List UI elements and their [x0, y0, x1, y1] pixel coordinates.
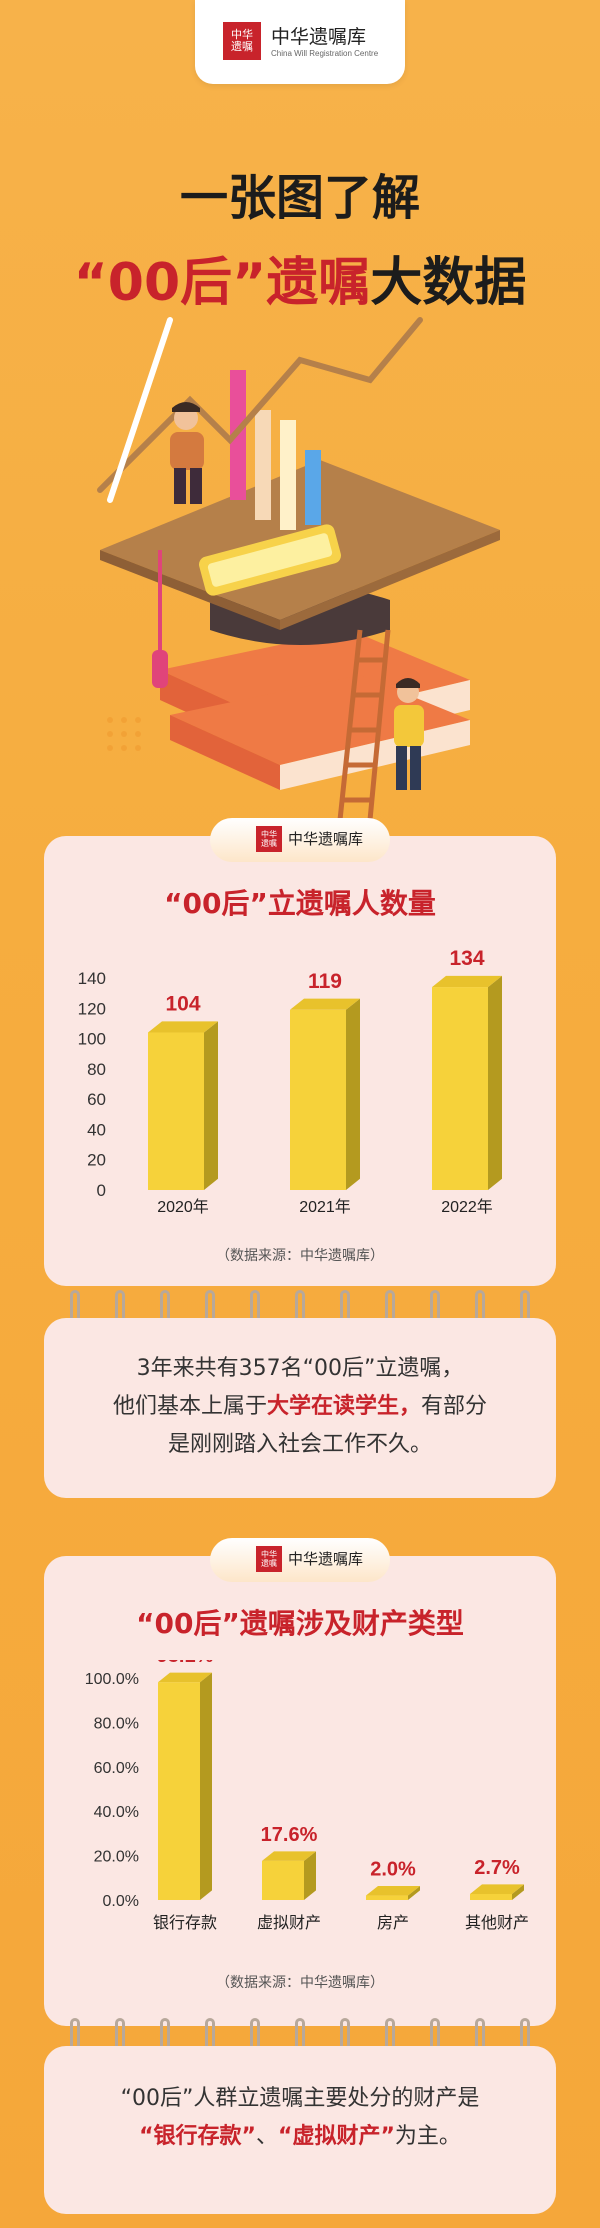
x-category-label: 2021年 — [299, 1198, 351, 1216]
bar-value-label: 2.7% — [474, 1857, 520, 1879]
note1-line2-a: 他们基本上属于 — [112, 1394, 267, 1419]
card2-brand-header: 中华 遗嘱 中华遗嘱库 — [210, 1538, 390, 1582]
note1-line2: 他们基本上属于大学在读学生，有部分 — [44, 1388, 556, 1426]
note1-highlight: 大学在读学生， — [266, 1394, 421, 1419]
card-asset-types — [44, 1556, 556, 2026]
bar — [290, 1009, 346, 1190]
card1-brand-header: 中华 遗嘱 中华遗嘱库 — [210, 818, 390, 862]
y-tick-label: 120 — [78, 999, 106, 1018]
y-tick-label: 40 — [87, 1120, 106, 1139]
bar-top — [290, 998, 360, 1010]
bar-side — [408, 1885, 420, 1900]
x-category-label: 银行存款 — [153, 1914, 217, 1932]
note2-line2-b: 为主。 — [394, 2124, 461, 2149]
y-tick-label: 60 — [87, 1090, 106, 1109]
y-tick-label: 80.0% — [94, 1715, 139, 1732]
y-tick-label: 60.0% — [94, 1760, 139, 1777]
chart2-title: “00后”遗嘱涉及财产类型 — [136, 1607, 464, 1640]
bar-side — [488, 975, 502, 1190]
chart2-source: （数据来源：中华遗嘱库） — [216, 1975, 384, 1991]
chart1-title: “00后”立遗嘱人数量 — [164, 887, 436, 920]
headline-bigdata: 大数据 — [370, 253, 527, 313]
x-category-label: 虚拟财产 — [257, 1914, 321, 1932]
bar — [470, 1894, 512, 1900]
note2-highlight-bank: “银行存款” — [139, 2124, 256, 2149]
headline-00hou: “00后” — [73, 253, 267, 313]
y-tick-label: 100.0% — [85, 1671, 139, 1688]
ladder — [337, 629, 391, 820]
bar-side — [512, 1884, 524, 1900]
bar-side — [204, 1021, 218, 1190]
bar-side — [200, 1672, 212, 1900]
note2-highlight-virtual: “虚拟财产” — [278, 2124, 395, 2149]
diploma-scroll — [199, 524, 341, 596]
card2-brand-name: 中华遗嘱库 — [288, 1550, 364, 1568]
note2-separator: 、 — [255, 2124, 278, 2149]
y-tick-label: 140 — [78, 969, 106, 988]
bar-top — [158, 1672, 212, 1683]
bar-value-label: 2.0% — [370, 1859, 416, 1881]
note1-text: 3年来共有357名“00后”立遗嘱， 他们基本上属于大学在读学生，有部分 是刚刚… — [44, 1350, 556, 1464]
bar-side — [304, 1851, 316, 1900]
chart-asset-types: 0.0% 20.0% 40.0% 60.0% 80.0% 100.0% 98.1% 银行存款 1… — [85, 1660, 529, 1932]
brand-name-en: China Will Registration Centre — [271, 49, 379, 58]
graduation-illustration — [97, 317, 500, 820]
brand-name: 中华遗嘱库 — [271, 26, 367, 48]
bar-value-label: 98.1% — [157, 1660, 214, 1667]
bar-side — [346, 998, 360, 1190]
card1-brand-name: 中华遗嘱库 — [288, 830, 364, 848]
headline-line2: “00后”遗嘱大数据 — [0, 240, 600, 315]
bar-value-label: 119 — [308, 970, 342, 993]
dot-pattern — [107, 717, 141, 751]
note1-line1: 3年来共有357名“00后”立遗嘱， — [136, 1356, 464, 1381]
note-card-2 — [44, 2046, 556, 2214]
person-climbing — [394, 678, 424, 790]
y-tick-label: 0 — [97, 1181, 106, 1200]
bar — [148, 1032, 204, 1190]
bar-value-label: 134 — [449, 947, 484, 970]
note2-line1: “00后”人群立遗嘱主要处分的财产是 — [120, 2086, 480, 2111]
chart-will-count: 0 20 40 60 80 100 120 140 104 2020年 119 2021年 134 202… — [78, 947, 502, 1216]
y-tick-label: 0.0% — [103, 1893, 139, 1910]
note2-line2: “银行存款”、“虚拟财产”为主。 — [44, 2118, 556, 2156]
y-tick-label: 20 — [87, 1151, 106, 1170]
note-card-1 — [44, 1318, 556, 1498]
y-tick-label: 80 — [87, 1060, 106, 1079]
bar — [432, 987, 488, 1190]
chart1-source: （数据来源：中华遗嘱库） — [216, 1248, 384, 1264]
seal-icon: 中华 遗嘱 — [256, 1546, 282, 1572]
x-category-label: 2020年 — [157, 1198, 209, 1216]
bar — [158, 1682, 200, 1900]
bar — [366, 1895, 408, 1900]
bar-top — [432, 975, 502, 988]
bar-value-label: 17.6% — [261, 1824, 318, 1846]
brand-logo: 中华 遗嘱 中华遗嘱库 China Will Registration Centr… — [195, 0, 405, 84]
y-tick-label: 100 — [78, 1030, 106, 1049]
person-standing — [170, 402, 204, 504]
y-tick-label: 40.0% — [94, 1804, 139, 1821]
x-category-label: 2022年 — [441, 1198, 493, 1216]
note2-text: “00后”人群立遗嘱主要处分的财产是 “银行存款”、“虚拟财产”为主。 — [44, 2080, 556, 2156]
bar-top — [148, 1021, 218, 1033]
seal-icon: 中华 遗嘱 — [223, 22, 261, 60]
headline-line1: 一张图了解 — [179, 170, 420, 226]
bar-top — [366, 1885, 420, 1896]
bar-top — [470, 1884, 524, 1895]
y-tick-label: 20.0% — [94, 1849, 139, 1866]
headline-will: 遗嘱 — [266, 253, 371, 313]
x-category-label: 其他财产 — [465, 1914, 529, 1932]
note1-line3: 是刚刚踏入社会工作不久。 — [167, 1432, 432, 1457]
bar-top — [262, 1851, 316, 1861]
bar-value-label: 104 — [165, 993, 200, 1016]
bar — [262, 1860, 304, 1900]
note1-line2-b: 有部分 — [421, 1394, 488, 1419]
seal-icon: 中华 遗嘱 — [256, 826, 282, 852]
x-category-label: 房产 — [377, 1914, 409, 1932]
